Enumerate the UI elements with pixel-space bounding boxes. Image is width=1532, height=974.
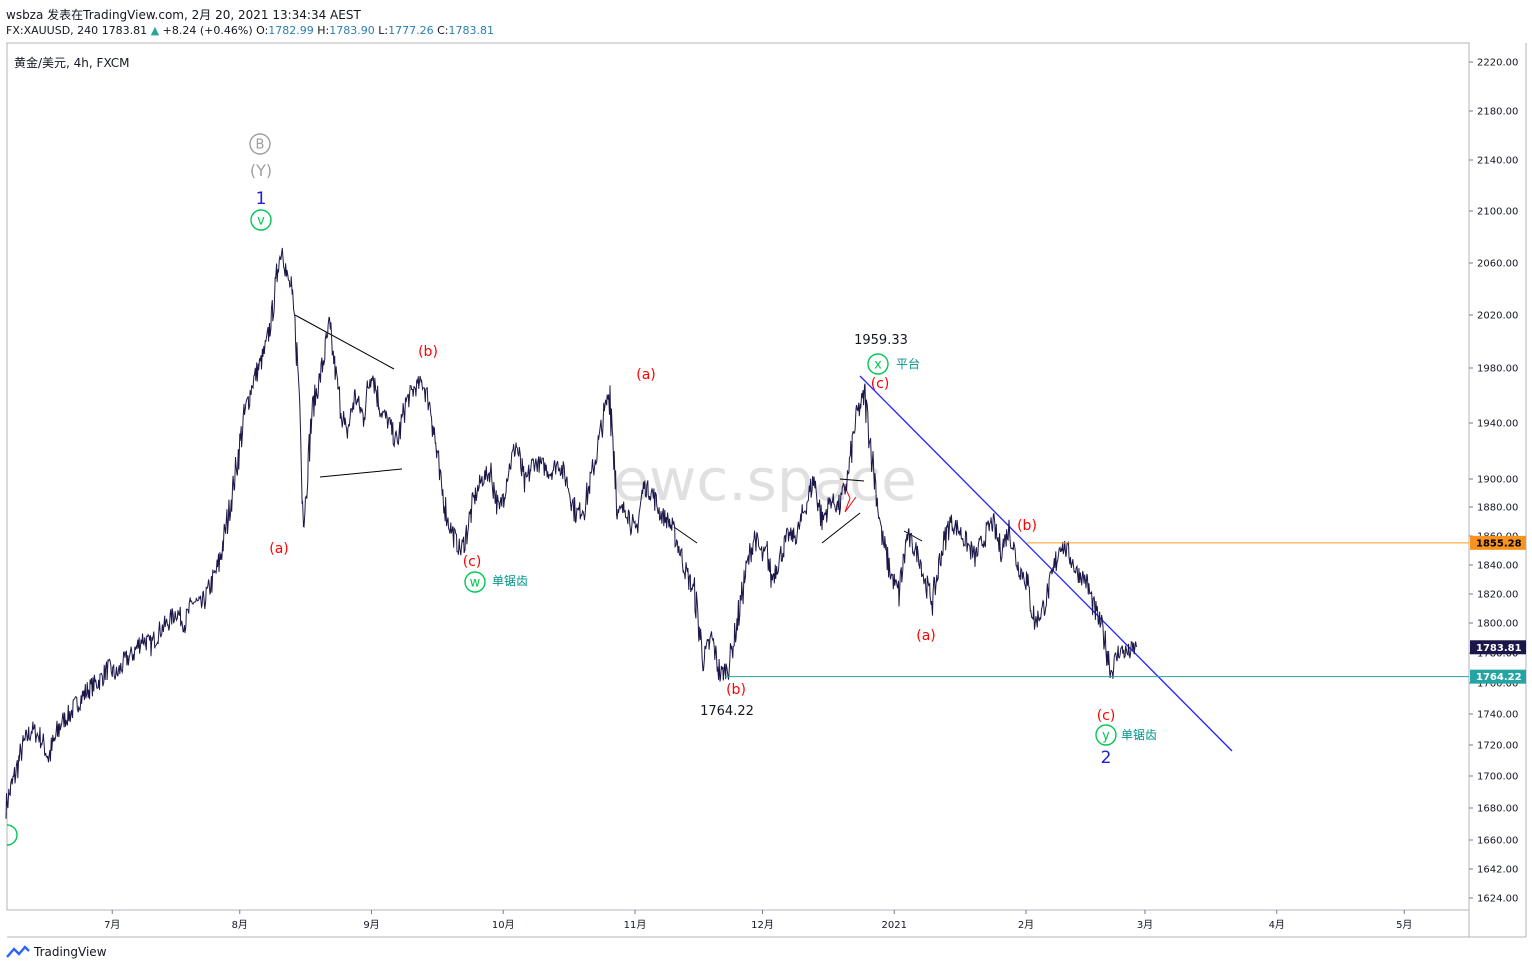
price-level-tag-label: 1764.22 [1476, 672, 1522, 683]
close-value: 1783.81 [448, 24, 495, 37]
price-series-line [5, 247, 1137, 819]
y-tick-label: 2220.00 [1477, 58, 1518, 69]
wave-label: 2 [1101, 748, 1112, 768]
price-level-tag-label: 1783.81 [1476, 643, 1522, 654]
triangle-dec-upper [839, 478, 865, 482]
y-tick-label: 1720.00 [1477, 741, 1518, 752]
wave-label: (a) [636, 367, 656, 383]
y-tick-label: 2020.00 [1477, 311, 1518, 322]
y-tick-label: 2140.00 [1477, 156, 1518, 167]
y-tick-label: 1980.00 [1477, 364, 1518, 375]
y-tick-label: 2100.00 [1477, 207, 1518, 218]
triangle-upper-line [294, 314, 395, 370]
x-tick-label: 5月 [1396, 919, 1412, 931]
y-tick-label: 2060.00 [1477, 259, 1518, 270]
y-tick-label: 2180.00 [1477, 107, 1518, 118]
wave-circle-label: v [257, 214, 265, 229]
y-tick-label: 1760.00 [1477, 679, 1518, 690]
price-level-tag [1470, 669, 1526, 684]
y-tick-label: 1680.00 [1477, 804, 1518, 815]
y-tick-label: 1642.00 [1477, 865, 1518, 876]
y-tick-label: 1820.00 [1477, 590, 1518, 601]
wave-label: (Y) [250, 161, 272, 180]
low-value: 1777.26 [388, 24, 434, 37]
tradingview-footer[interactable]: TradingView [6, 945, 107, 959]
wave-label: (b) [726, 682, 746, 698]
price-extreme-label: 1959.33 [854, 333, 908, 348]
x-tick-label: 4月 [1269, 919, 1285, 931]
wave-note-label: 平台 [896, 356, 920, 371]
symbol-interval: FX:XAUUSD, 240 [6, 24, 99, 37]
wave-circle-mark [249, 133, 271, 155]
wave-label: (c) [1097, 708, 1116, 724]
y-tick-label: 1740.00 [1477, 710, 1518, 721]
wave-circle-label: x [874, 358, 882, 373]
x-tick-label: 8月 [232, 919, 248, 931]
wave-note-label: 单锯齿 [492, 573, 528, 588]
tradingview-brand: TradingView [34, 945, 107, 959]
x-tick-label: 10月 [492, 919, 515, 931]
x-tick-label: 11月 [624, 919, 647, 931]
watermark: ewc.space [613, 446, 917, 514]
price-level-tag [1470, 640, 1526, 655]
x-tick-label: 2021 [882, 920, 907, 931]
ohlc-bar: FX:XAUUSD, 240 1783.81 ▲ +8.24 (+0.46%) … [6, 24, 494, 37]
tradingview-logo-icon [6, 945, 30, 958]
chart-symbol-label: 黄金/美元, 4h, FXCM [14, 56, 130, 70]
wave-circle-mark [867, 353, 889, 375]
x-tick-label: 12月 [751, 919, 774, 931]
x-tick-label: 7月 [104, 919, 120, 931]
wave-note-label: 单锯齿 [1121, 727, 1157, 742]
wave-circle-mark [250, 209, 272, 231]
y-tick-label: 1660.00 [1477, 836, 1518, 847]
triangle-jan-line [903, 530, 923, 542]
y-tick-label: 1840.00 [1477, 561, 1518, 572]
wave-circle-mark [1095, 724, 1117, 746]
open-label: O: [256, 24, 269, 37]
high-label: H: [317, 24, 330, 37]
wave-circle-label: y [1102, 729, 1110, 744]
triangle-lower-line [319, 468, 403, 478]
price-level-tag [1470, 535, 1526, 550]
wave-label: (a) [269, 541, 289, 557]
y-tick-label: 1624.00 [1477, 894, 1518, 905]
downtrend-line [859, 375, 1233, 752]
y-tick-label: 1800.00 [1477, 619, 1518, 630]
price-change: +8.24 (+0.46%) [162, 24, 253, 37]
wave-circle-mark [464, 571, 486, 593]
x-tick-label: 9月 [363, 919, 379, 931]
wave-circle-label: B [256, 138, 265, 153]
triangle-dec-lower [821, 512, 861, 544]
wave-label: (c) [871, 376, 890, 392]
wave-circle-edge-mark [6, 824, 18, 846]
wave-label: (b) [1017, 518, 1037, 534]
x-tick-label: 2月 [1018, 919, 1034, 931]
wave-label: (a) [916, 628, 936, 644]
wave-circle-label: w [470, 576, 481, 591]
last-price: 1783.81 [101, 24, 148, 37]
publish-info: wsbza 发表在TradingView.com, 2月 20, 2021 13… [6, 8, 361, 22]
high-value: 1783.90 [329, 24, 375, 37]
close-label: C: [437, 24, 449, 37]
wave-label: (c) [463, 554, 482, 570]
low-label: L: [378, 24, 389, 37]
price-level-tag-label: 1855.28 [1476, 538, 1522, 549]
y-tick-label: 1940.00 [1477, 419, 1518, 430]
y-tick-label: 1700.00 [1477, 772, 1518, 783]
y-tick-label: 1880.00 [1477, 503, 1518, 514]
x-tick-label: 3月 [1137, 919, 1153, 931]
y-tick-label: 1900.00 [1477, 475, 1518, 486]
open-value: 1782.99 [268, 24, 314, 37]
wave-label: 1 [256, 189, 267, 209]
triangle-small-line [673, 526, 698, 544]
wave-label: (b) [418, 344, 438, 360]
price-extreme-label: 1764.22 [700, 704, 754, 719]
change-up-icon: ▲ [150, 24, 160, 37]
